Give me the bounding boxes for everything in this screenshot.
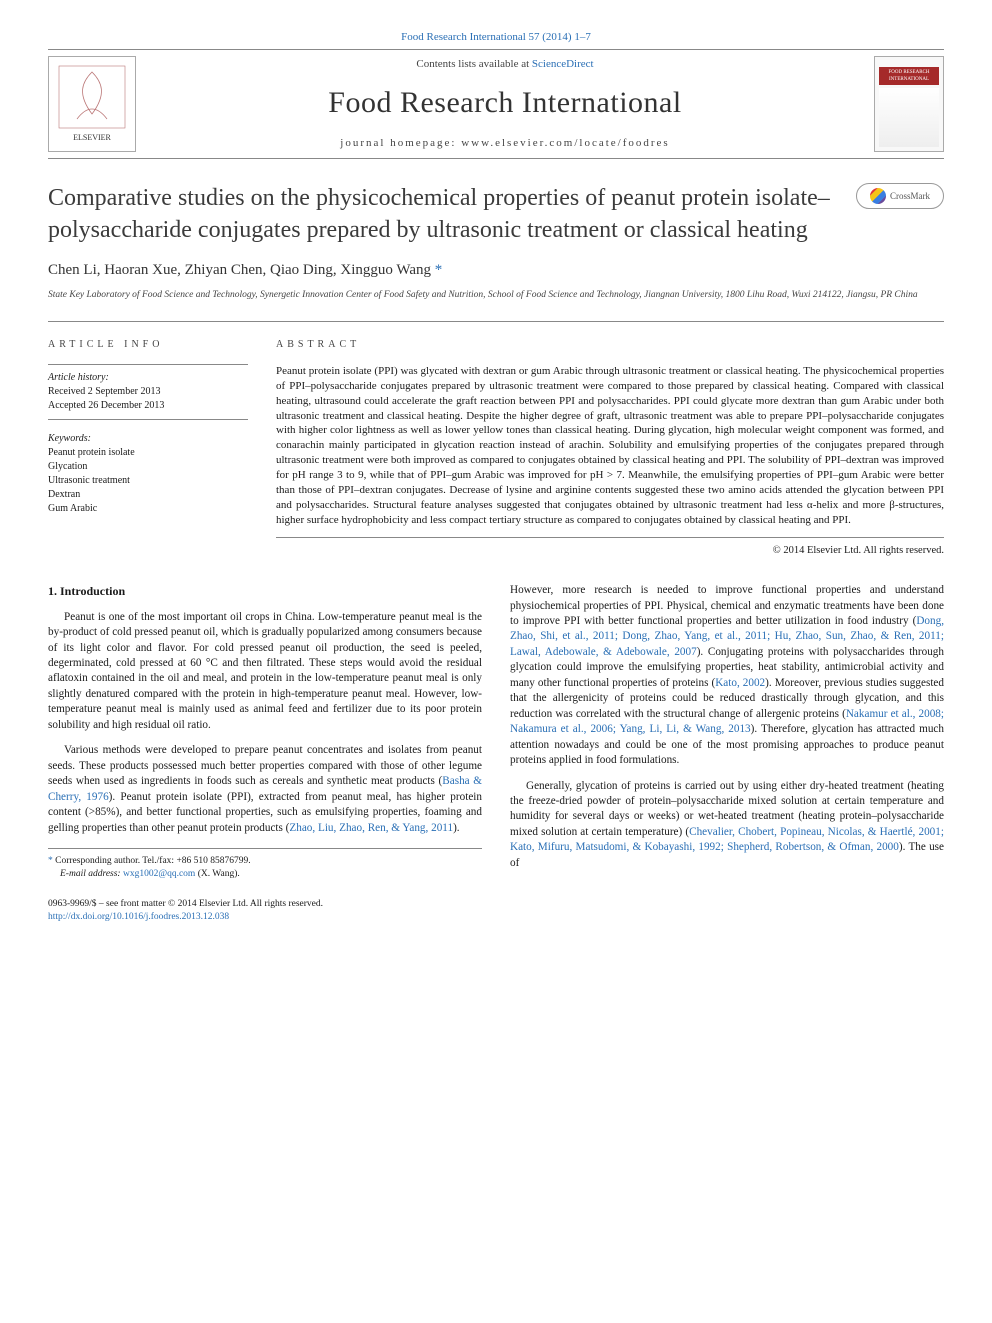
keywords-block: Keywords: Peanut protein isolate Glycati…: [48, 432, 248, 516]
corresponding-email[interactable]: wxg1002@qq.com: [123, 869, 195, 879]
contents-prefix: Contents lists available at: [416, 58, 531, 70]
article-history-block: Article history: Received 2 September 20…: [48, 364, 248, 420]
received-line: Received 2 September 2013: [48, 385, 248, 399]
body-paragraph: Various methods were developed to prepar…: [48, 743, 482, 836]
sciencedirect-link[interactable]: ScienceDirect: [532, 58, 594, 70]
citation-link[interactable]: Zhao, Liu, Zhao, Ren, & Yang, 2011: [289, 822, 453, 834]
history-label: Article history:: [48, 371, 248, 385]
issn-line: 0963-9969/$ – see front matter © 2014 El…: [48, 898, 323, 911]
body-two-column: 1. Introduction Peanut is one of the mos…: [48, 583, 944, 881]
body-text: However, more research is needed to impr…: [510, 584, 944, 627]
keyword-item: Ultrasonic treatment: [48, 474, 248, 488]
cover-title: FOOD RESEARCH INTERNATIONAL: [879, 67, 939, 85]
keyword-item: Dextran: [48, 488, 248, 502]
body-text: Various methods were developed to prepar…: [48, 744, 482, 787]
journal-header-bar: ELSEVIER Contents lists available at Sci…: [48, 49, 944, 159]
crossmark-label: CrossMark: [890, 190, 930, 203]
authors-line: Chen Li, Haoran Xue, Zhiyan Chen, Qiao D…: [48, 260, 944, 281]
elsevier-logo: ELSEVIER: [48, 56, 136, 152]
citation-link[interactable]: Kato, 2002: [715, 677, 765, 689]
body-column-right: However, more research is needed to impr…: [510, 583, 944, 881]
body-paragraph: Generally, glycation of proteins is carr…: [510, 779, 944, 872]
affiliation: State Key Laboratory of Food Science and…: [48, 289, 944, 301]
email-who: (X. Wang).: [198, 869, 240, 879]
crossmark-badge[interactable]: CrossMark: [856, 183, 944, 209]
header-citation: Food Research International 57 (2014) 1–…: [48, 30, 944, 45]
body-column-left: 1. Introduction Peanut is one of the mos…: [48, 583, 482, 881]
body-text: ).: [453, 822, 460, 834]
corresponding-author-note: Corresponding author. Tel./fax: +86 510 …: [55, 856, 251, 866]
article-info-heading: ARTICLE INFO: [48, 338, 248, 352]
keyword-item: Gum Arabic: [48, 502, 248, 516]
page-footer: 0963-9969/$ – see front matter © 2014 El…: [48, 898, 944, 925]
email-label: E-mail address:: [60, 869, 121, 879]
keyword-item: Glycation: [48, 460, 248, 474]
keywords-label: Keywords:: [48, 432, 248, 446]
section-heading-intro: 1. Introduction: [48, 583, 482, 600]
journal-cover-thumb: FOOD RESEARCH INTERNATIONAL: [874, 56, 944, 152]
body-paragraph: However, more research is needed to impr…: [510, 583, 944, 768]
abstract-column: ABSTRACT Peanut protein isolate (PPI) wa…: [276, 338, 944, 559]
abstract-copyright: © 2014 Elsevier Ltd. All rights reserved…: [276, 544, 944, 559]
abstract-text: Peanut protein isolate (PPI) was glycate…: [276, 364, 944, 538]
crossmark-icon: [870, 188, 886, 204]
body-paragraph: Peanut is one of the most important oil …: [48, 610, 482, 734]
article-info-column: ARTICLE INFO Article history: Received 2…: [48, 338, 248, 559]
accepted-line: Accepted 26 December 2013: [48, 399, 248, 413]
contents-lists-line: Contents lists available at ScienceDirec…: [136, 57, 874, 72]
footnotes-block: * Corresponding author. Tel./fax: +86 51…: [48, 848, 482, 882]
keyword-item: Peanut protein isolate: [48, 446, 248, 460]
journal-title: Food Research International: [136, 82, 874, 124]
doi-link[interactable]: http://dx.doi.org/10.1016/j.foodres.2013…: [48, 911, 323, 924]
journal-homepage: journal homepage: www.elsevier.com/locat…: [136, 136, 874, 151]
svg-text:ELSEVIER: ELSEVIER: [73, 133, 111, 142]
corresponding-marker: *: [435, 262, 443, 278]
authors-names: Chen Li, Haoran Xue, Zhiyan Chen, Qiao D…: [48, 262, 435, 278]
article-title: Comparative studies on the physicochemic…: [48, 183, 856, 245]
abstract-heading: ABSTRACT: [276, 338, 944, 352]
